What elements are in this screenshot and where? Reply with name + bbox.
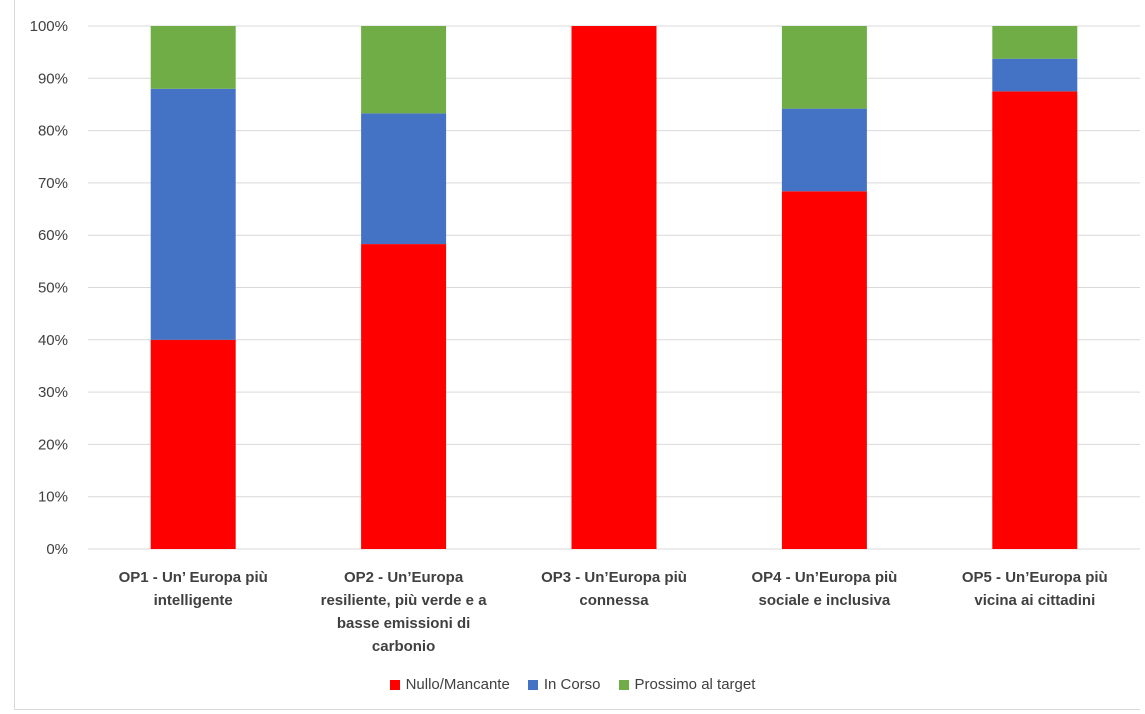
- y-tick-label: 70%: [38, 175, 68, 192]
- legend-swatch-in-corso: [527, 679, 538, 690]
- bar-segment-nullo-mancante-5: [992, 91, 1078, 549]
- legend-label-nullo: Nullo/Mancante: [405, 676, 510, 693]
- legend-swatch-prossimo: [618, 679, 629, 690]
- bar-segment-nullo-mancante-4: [781, 191, 867, 549]
- legend-item-prossimo: Prossimo al target: [618, 676, 756, 693]
- bar-segment-prossimo-al-target-2: [361, 26, 447, 114]
- x-category-label-1: OP1 - Un’ Europa più intelligente: [119, 569, 268, 609]
- legend-item-nullo: Nullo/Mancante: [389, 676, 510, 693]
- chart-frame: [14, 0, 1140, 710]
- bar-segment-in-corso-2: [361, 113, 447, 245]
- bar-segment-prossimo-al-target-4: [781, 26, 867, 109]
- bar-segment-prossimo-al-target-1: [150, 26, 236, 89]
- bar-segment-nullo-mancante-1: [150, 339, 236, 549]
- y-tick-label: 20%: [38, 436, 68, 453]
- bar-segment-prossimo-al-target-5: [992, 26, 1078, 59]
- legend-swatch-nullo: [389, 679, 400, 690]
- x-category-label-5: OP5 - Un’Europa più vicina ai cittadini: [962, 569, 1108, 609]
- y-axis: 0% 10% 20% 30% 40% 50% 60% 70% 80% 90% 100%: [30, 18, 68, 558]
- x-category-label-2: OP2 - Un’Europa resiliente, più verde e a…: [321, 569, 488, 655]
- bar-segment-in-corso-5: [992, 58, 1078, 92]
- x-category-label-4: OP4 - Un’Europa più sociale e inclusiva: [751, 569, 897, 609]
- bar-segment-in-corso-4: [781, 108, 867, 192]
- y-tick-label: 90%: [38, 70, 68, 87]
- legend-label-prossimo: Prossimo al target: [634, 676, 756, 693]
- y-tick-label: 100%: [30, 18, 68, 35]
- y-tick-label: 50%: [38, 280, 68, 297]
- x-axis: OP1 - Un’ Europa più intelligente OP2 - Un…: [119, 569, 1108, 655]
- x-category-label-3: OP3 - Un’Europa più connessa: [541, 569, 687, 609]
- bars: [150, 26, 1078, 549]
- y-tick-label: 0%: [46, 541, 68, 558]
- legend-label-in-corso: In Corso: [543, 676, 601, 693]
- bar-segment-nullo-mancante-3: [571, 26, 657, 549]
- y-tick-label: 40%: [38, 332, 68, 349]
- y-tick-label: 80%: [38, 123, 68, 140]
- y-tick-label: 60%: [38, 227, 68, 244]
- legend: Nullo/Mancante In Corso Prossimo al targ…: [0, 676, 1145, 693]
- y-tick-label: 10%: [38, 489, 68, 506]
- legend-item-in-corso: In Corso: [527, 676, 601, 693]
- y-tick-label: 30%: [38, 384, 68, 401]
- bar-segment-nullo-mancante-2: [361, 244, 447, 549]
- bar-segment-in-corso-1: [150, 88, 236, 340]
